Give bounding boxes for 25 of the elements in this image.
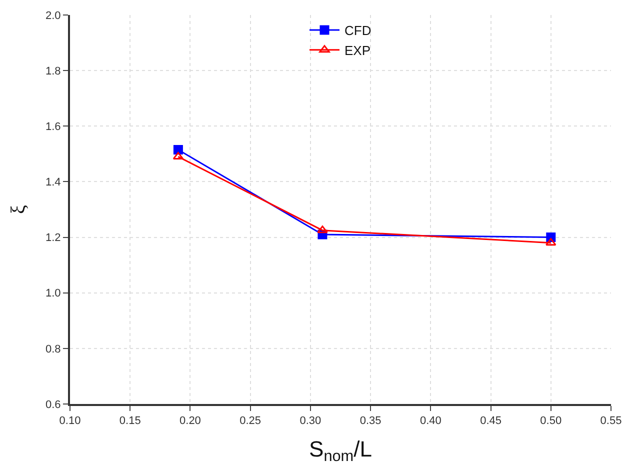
- legend-label: EXP: [344, 42, 371, 58]
- y-tick-label: 2.0: [46, 10, 61, 22]
- x-tick-label: 0.30: [300, 415, 322, 428]
- x-tick-label: 0.45: [480, 415, 502, 428]
- x-tick-label: 0.15: [119, 415, 141, 428]
- y-tick-label: 1.6: [46, 120, 61, 133]
- point: [173, 145, 183, 155]
- y-axis-title: ξ: [8, 204, 30, 214]
- y-tick-label: 1.4: [46, 176, 61, 189]
- x-tick-label: 0.25: [240, 415, 262, 428]
- x-tick-label: 0.20: [180, 415, 201, 428]
- y-tick-label: 1.8: [46, 65, 61, 78]
- y-tick-label: 0.6: [46, 398, 61, 411]
- point: [317, 226, 328, 234]
- x-axis-title: S$_{nom}$/L: [309, 436, 372, 466]
- x-tick-label: 0.35: [360, 415, 382, 428]
- x-tick-label: 0.50: [540, 415, 562, 428]
- y-tick-label: 1.2: [46, 232, 61, 244]
- legend-label: CFD: [344, 23, 372, 38]
- x-tick-label: 0.10: [59, 415, 81, 428]
- point: [546, 238, 556, 246]
- x-tick-label: 0.55: [600, 415, 622, 428]
- y-tick-label: 0.8: [46, 343, 61, 356]
- y-tick-label: 1.0: [46, 288, 61, 300]
- x-tick-label: 0.40: [420, 415, 442, 428]
